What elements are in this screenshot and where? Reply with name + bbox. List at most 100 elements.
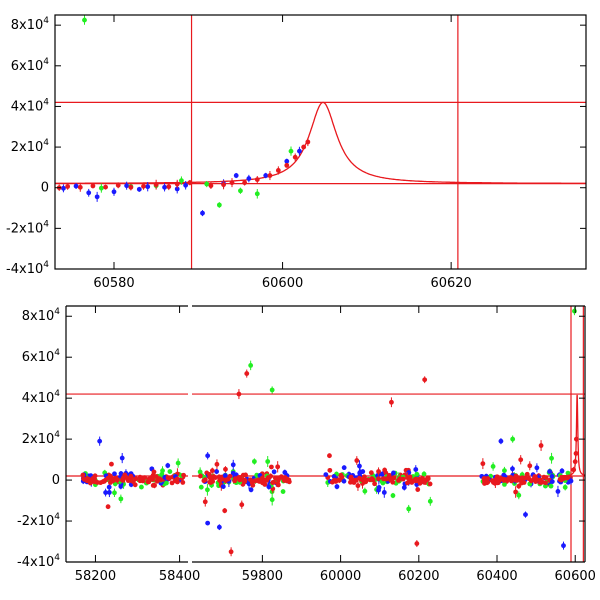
data-point [407,474,413,480]
data-point [77,184,83,190]
data-point [251,459,257,464]
data-point [97,438,103,444]
y-tick-mantissa: 0 [41,181,49,196]
data-point [533,479,538,484]
data-point [222,508,228,514]
data-point [555,489,561,494]
data-point [510,466,515,472]
data-point [327,453,332,459]
data-point [175,460,181,466]
data-point [538,443,544,448]
data-point [80,472,86,478]
y-tick-label: 8x104 [22,307,61,324]
y-tick-mantissa: 2 [22,432,30,447]
data-point [92,479,97,485]
y-tick-exponent: 4 [54,389,60,399]
data-point [482,479,488,485]
data-point [132,482,138,488]
data-point [153,182,159,188]
data-point [565,470,571,476]
data-point [534,465,540,471]
data-point [549,455,554,461]
data-point [174,186,180,192]
x-tick-label: 58400 [159,569,200,584]
data-point [206,472,212,477]
y-tick-label: -4x104 [17,553,60,570]
data-point [271,479,277,485]
data-point [407,478,413,484]
y-tick-exponent: 4 [43,138,49,148]
data-point [179,178,184,184]
data-point [253,478,258,484]
y-tick-base: x10 [30,432,54,447]
data-point [141,183,146,189]
data-point [427,481,433,487]
data-point [269,464,274,470]
data-point [165,463,171,468]
data-point [489,478,495,484]
data-point [331,474,337,479]
data-point [109,461,114,467]
x-tick-label: 60580 [93,276,134,291]
data-point [200,210,205,216]
x-tick-label: 60620 [430,276,471,291]
y-tick-base: x10 [30,391,54,406]
y-tick-base: x10 [19,140,43,155]
data-point [305,139,311,145]
data-point [230,462,236,468]
y-tick-mantissa: 6 [11,59,19,74]
data-point [201,478,207,484]
data-point [383,470,389,476]
data-point [223,477,229,483]
data-point [301,144,307,150]
data-point [401,485,407,490]
data-point [242,477,248,483]
data-point [559,468,565,474]
y-tick-exponent: 4 [54,307,60,317]
y-tick-mantissa: 6 [22,350,30,365]
data-point [541,474,547,480]
data-point [543,480,548,486]
y-tick-mantissa: -2 [17,514,30,529]
top-plot-frame [54,14,587,270]
data-point [422,377,428,383]
y-tick-mantissa: 2 [11,140,19,155]
data-point [220,484,226,489]
data-point [572,308,577,314]
data-point [101,479,107,484]
data-point [222,473,228,478]
data-point [354,458,360,463]
model-curve [559,394,585,477]
data-point [248,362,254,368]
model-curve [55,101,586,184]
y-tick-exponent: 4 [43,97,49,107]
data-point [243,472,248,478]
data-point [105,475,111,481]
y-tick-label: 2x104 [22,430,61,447]
y-tick-mantissa: 0 [52,473,60,488]
data-point [502,481,507,487]
data-point [357,475,362,481]
data-point [513,473,519,479]
data-point [549,473,555,479]
data-point [112,490,117,496]
data-point [105,504,111,510]
data-point [381,490,387,495]
data-point [282,475,288,480]
data-point [502,477,507,482]
y-tick-exponent: 4 [54,553,60,563]
data-point [284,162,290,168]
data-point [421,471,427,477]
data-point [389,399,394,405]
y-tick-exponent: 4 [43,16,49,26]
data-point [485,476,491,481]
data-point [548,483,554,489]
x-tick-label: 60200 [398,569,439,584]
data-point [227,473,233,479]
data-point [198,484,204,490]
y-tick-mantissa: 8 [11,18,19,33]
data-point [400,476,406,482]
data-point [277,475,282,481]
x-tick-label: 60600 [262,276,303,291]
data-point [246,176,252,181]
